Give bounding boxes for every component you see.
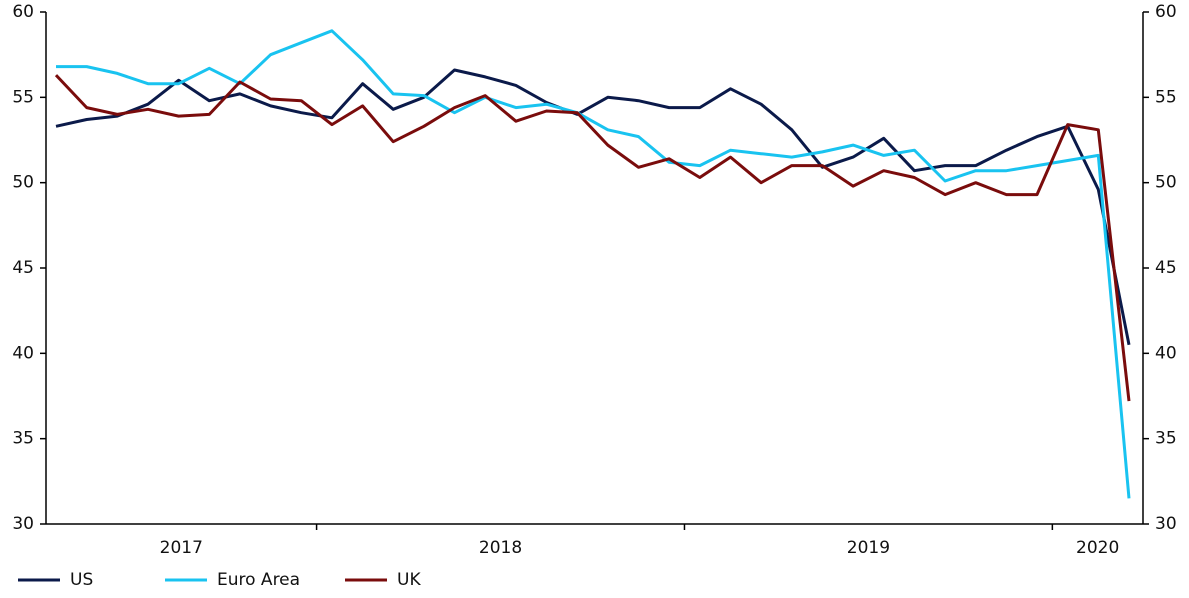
y2-tick-label: 50 — [1155, 173, 1177, 193]
y2-tick-label: 45 — [1155, 258, 1177, 278]
y-tick-label: 35 — [12, 429, 34, 449]
y-tick-label: 40 — [12, 343, 34, 363]
y2-tick-label: 55 — [1155, 87, 1177, 107]
x-group-label: 2018 — [479, 538, 522, 558]
legend-label: US — [70, 570, 93, 590]
y-tick-label: 45 — [12, 258, 34, 278]
series-line — [55, 68, 1131, 346]
y2-tick-label: 35 — [1155, 429, 1177, 449]
y2-tick-label: 40 — [1155, 343, 1177, 363]
y-tick-label: 55 — [12, 87, 34, 107]
y-tick-label: 60 — [12, 2, 34, 22]
x-group-label: 2020 — [1076, 538, 1119, 558]
x-group-label: 2019 — [847, 538, 890, 558]
y2-tick-label: 30 — [1155, 514, 1177, 534]
series-line — [54, 74, 1131, 402]
y-tick-label: 50 — [12, 173, 34, 193]
y-tick-label: 30 — [12, 514, 34, 534]
legend-label: UK — [397, 570, 421, 590]
series-line — [56, 29, 1131, 499]
legend-label: Euro Area — [217, 570, 300, 590]
y2-tick-label: 60 — [1155, 2, 1177, 22]
x-group-label: 2017 — [160, 538, 203, 558]
